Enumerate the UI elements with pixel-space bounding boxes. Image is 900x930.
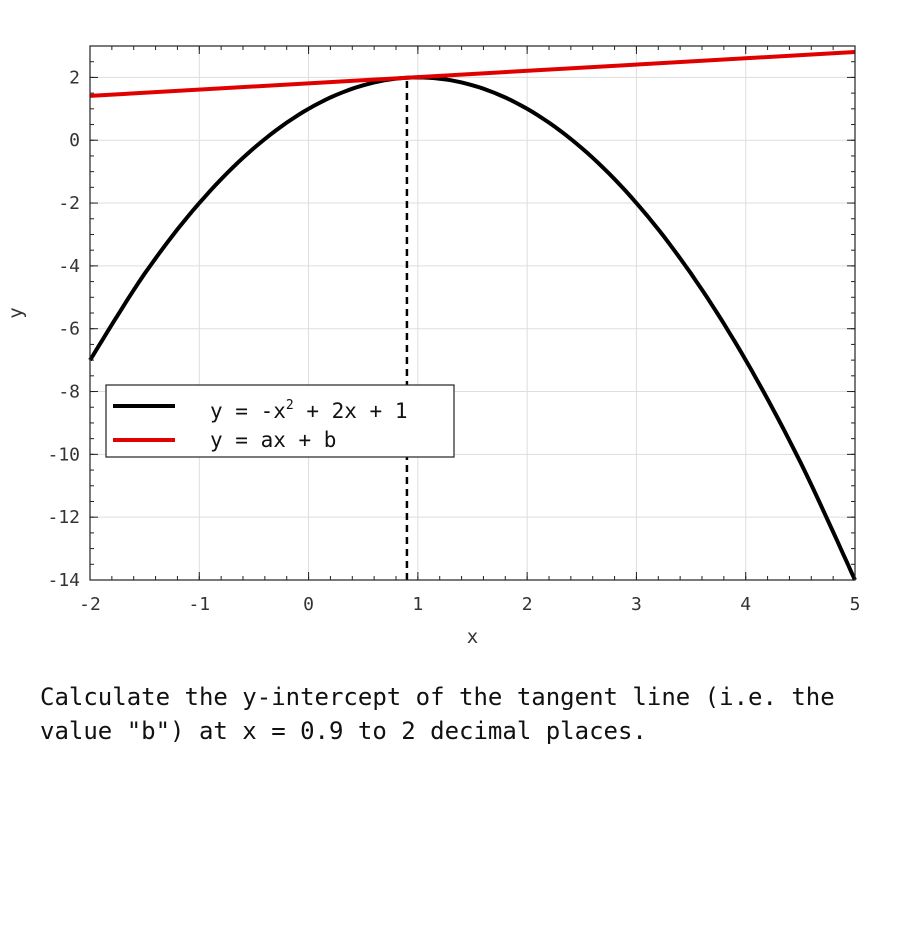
x-tick-label: 1 xyxy=(412,594,423,615)
y-tick-label: -6 xyxy=(58,319,80,340)
chart: -2 -1 0 1 2 3 4 5-14-12-10-8-6-4-202 x y y = -x… xyxy=(5,45,860,648)
y-tick-label: -10 xyxy=(47,444,80,465)
y-tick-label: 2 xyxy=(69,67,80,88)
x-tick-label: 5 xyxy=(850,594,861,615)
x-tick-label: 0 xyxy=(303,594,314,615)
x-tick-label: -1 xyxy=(188,594,210,615)
x-tick-label: 4 xyxy=(740,594,751,615)
x-tick-label: 3 xyxy=(631,594,642,615)
plot-frame xyxy=(89,45,856,581)
curves xyxy=(88,50,857,581)
parabola-curve xyxy=(88,75,857,581)
legend: y = -x2 + 2x + 1 y = ax + b xyxy=(105,384,455,458)
y-tick-label: 0 xyxy=(69,130,80,151)
y-tick-label: -2 xyxy=(58,193,80,214)
grid xyxy=(89,46,856,581)
y-tick-label: -12 xyxy=(47,507,80,528)
tangent-line xyxy=(89,50,856,98)
x-tick-label: 2 xyxy=(522,594,533,615)
legend-label-tangent: y = ax + b xyxy=(210,428,336,452)
minor-ticks xyxy=(89,45,856,581)
y-tick-label: -8 xyxy=(58,382,80,403)
x-axis-label: x xyxy=(467,626,478,648)
legend-label-parabola: y = -x2 + 2x + 1 xyxy=(210,398,407,423)
y-axis-label: y xyxy=(5,307,27,318)
legend-box xyxy=(105,384,455,458)
y-tick-label: -14 xyxy=(47,570,80,591)
tick-labels: -2 -1 0 1 2 3 4 5-14-12-10-8-6-4-202 xyxy=(47,67,860,615)
x-tick-label: -2 xyxy=(79,594,101,615)
question-text: Calculate the y-intercept of the tangent… xyxy=(40,683,835,745)
y-tick-label: -4 xyxy=(58,256,80,277)
